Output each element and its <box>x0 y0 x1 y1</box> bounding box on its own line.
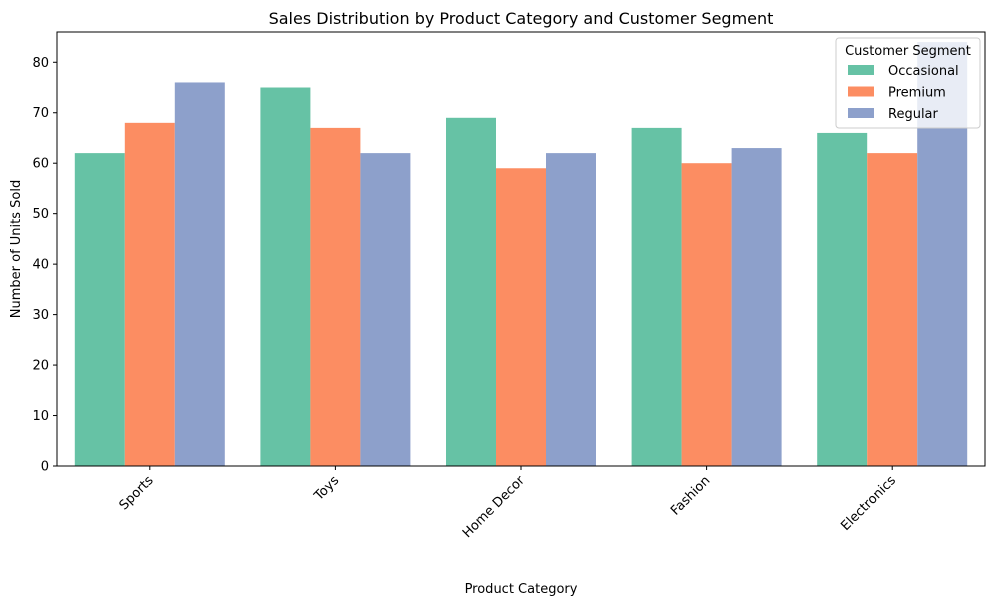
y-tick-label: 70 <box>32 106 49 121</box>
bar-occasional-home-decor <box>446 117 496 466</box>
y-tick-label: 20 <box>32 359 49 374</box>
legend: Customer Segment Occasional Premium Regula… <box>835 37 981 129</box>
legend-swatch-occasional <box>848 65 874 75</box>
bar-regular-toys <box>360 153 411 466</box>
bar-occasional-electronics <box>817 132 868 466</box>
bar-regular-home-decor <box>546 153 596 466</box>
bar-premium-sports <box>124 122 175 466</box>
legend-frame <box>835 37 981 129</box>
bar-occasional-fashion <box>631 127 682 466</box>
bar-regular-fashion <box>731 148 782 466</box>
bar-occasional-sports <box>74 153 125 466</box>
y-tick-label: 30 <box>32 308 49 323</box>
legend-label-premium: Premium <box>888 86 946 101</box>
y-tick-label: 0 <box>41 460 49 475</box>
legend-label-occasional: Occasional <box>888 64 959 79</box>
bar-occasional-toys <box>260 87 311 466</box>
bar-premium-electronics <box>867 153 918 466</box>
y-tick-label: 50 <box>32 207 49 222</box>
bar-regular-sports <box>174 82 225 466</box>
legend-label-regular: Regular <box>888 107 939 122</box>
x-axis-label: Product Category <box>465 582 578 597</box>
y-tick-label: 60 <box>32 157 49 172</box>
chart-title: Sales Distribution by Product Category a… <box>269 9 774 28</box>
y-axis-label: Number of Units Sold <box>9 180 24 318</box>
y-tick-label: 40 <box>32 258 49 273</box>
bar-premium-toys <box>310 127 361 466</box>
legend-title: Customer Segment <box>845 44 971 59</box>
x-tick-label: Toys <box>311 473 342 504</box>
x-tick-label: Electronics <box>838 473 899 534</box>
legend-swatch-premium <box>848 86 874 97</box>
legend-swatch-regular <box>848 108 874 118</box>
x-tick-label: Fashion <box>668 473 713 518</box>
y-tick-label: 10 <box>32 409 49 424</box>
bar-premium-home-decor <box>496 168 546 467</box>
x-tick-label: Sports <box>117 473 157 513</box>
bars-layer <box>74 42 968 467</box>
bar-premium-fashion <box>681 163 732 467</box>
x-tick-label: Home Decor <box>460 473 528 541</box>
y-tick-label: 80 <box>32 56 49 71</box>
